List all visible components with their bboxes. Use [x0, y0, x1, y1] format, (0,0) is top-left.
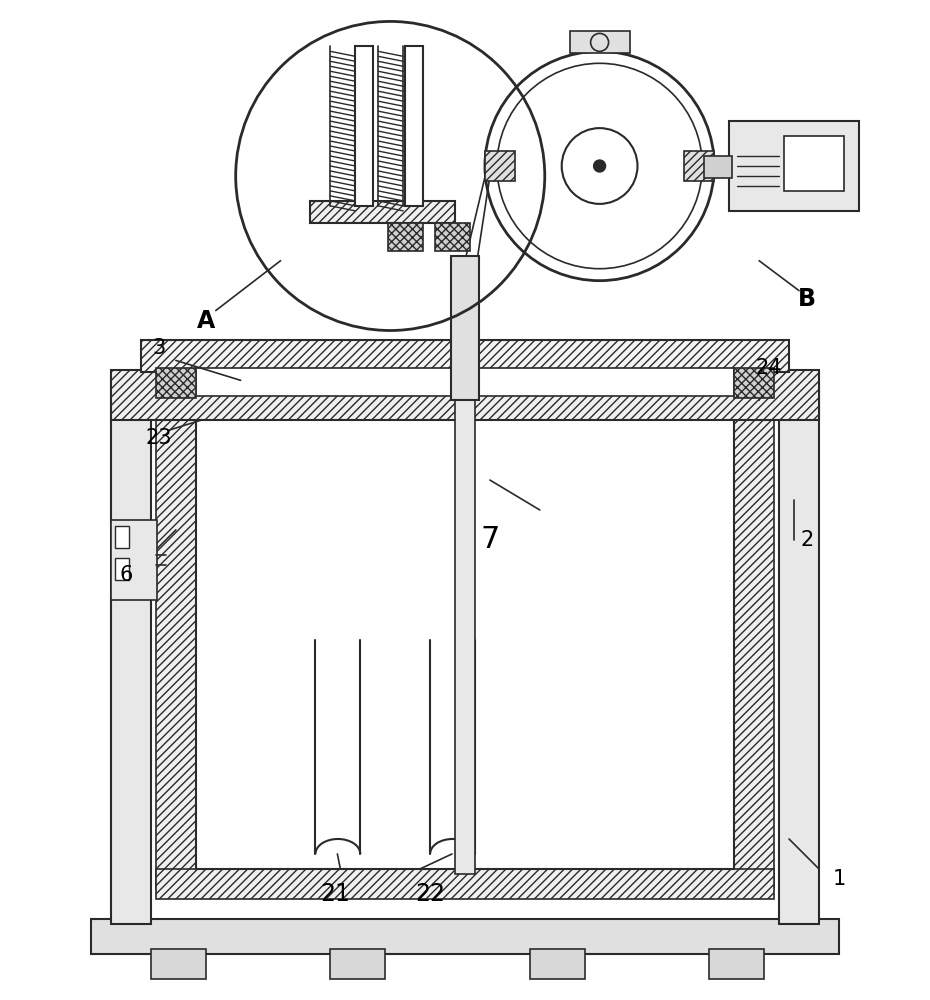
Text: 23: 23 [146, 428, 172, 448]
Text: 6: 6 [119, 565, 133, 585]
Text: 3: 3 [153, 338, 166, 358]
Bar [91, 919, 839, 954]
Bar [451, 256, 479, 400]
Bar [455, 395, 475, 874]
Bar [388, 223, 423, 251]
Bar [570, 31, 630, 53]
Bar [435, 223, 470, 251]
Text: 1: 1 [832, 869, 845, 889]
Bar [156, 368, 196, 398]
Text: 24: 24 [756, 358, 782, 378]
Bar [115, 526, 129, 548]
Bar [111, 520, 157, 600]
Bar [704, 156, 732, 178]
Text: 2: 2 [801, 530, 814, 550]
Bar [156, 395, 196, 889]
Text: 22: 22 [415, 882, 445, 906]
Bar [196, 395, 734, 869]
Bar [330, 949, 385, 979]
Bar [405, 46, 423, 206]
Bar [141, 340, 789, 372]
Bar [485, 151, 515, 181]
Text: 21: 21 [321, 882, 351, 906]
Circle shape [593, 160, 605, 172]
Bar [530, 949, 585, 979]
Bar [111, 370, 819, 420]
Text: A: A [196, 309, 215, 333]
Bar [710, 949, 764, 979]
Bar [784, 136, 844, 191]
Bar [151, 949, 206, 979]
Bar [115, 558, 129, 580]
Bar [111, 380, 151, 924]
Bar [355, 46, 373, 206]
Text: 7: 7 [480, 525, 499, 554]
Bar [156, 869, 774, 899]
Bar [734, 395, 774, 889]
Bar [734, 368, 774, 398]
Bar [729, 121, 858, 211]
Bar [684, 151, 714, 181]
Bar [779, 380, 819, 924]
Text: B: B [798, 287, 816, 311]
Bar [196, 368, 734, 396]
Bar [311, 201, 455, 223]
